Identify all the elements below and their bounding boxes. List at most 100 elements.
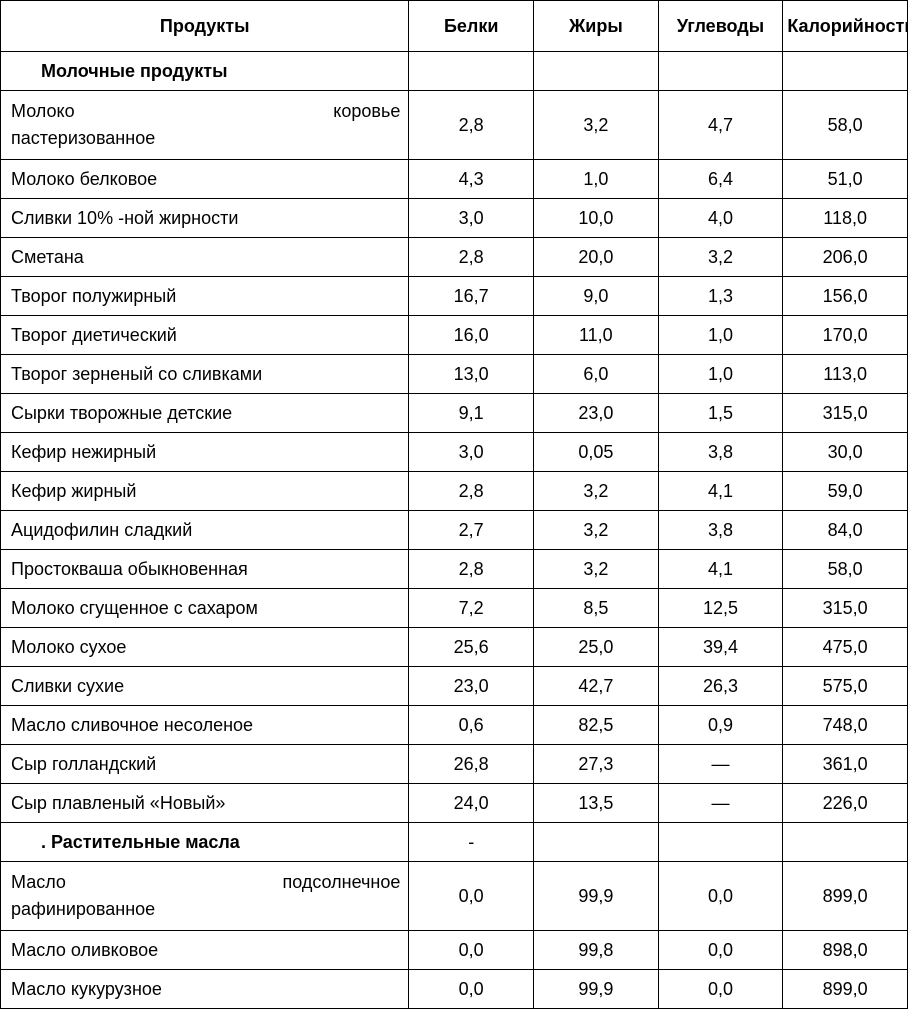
- cell-carbs: 3,2: [658, 238, 783, 277]
- product-name: Сырки творожные детские: [1, 394, 409, 433]
- product-name: Кефир нежирный: [1, 433, 409, 472]
- cell-protein: 2,7: [409, 511, 534, 550]
- cell-protein: 9,1: [409, 394, 534, 433]
- product-name: Масло подсолнечноерафинированное: [1, 862, 409, 931]
- section-title: Молочные продукты: [1, 52, 409, 91]
- cell-protein: 13,0: [409, 355, 534, 394]
- cell-protein: 3,0: [409, 433, 534, 472]
- product-name: Творог зерненый со сливками: [1, 355, 409, 394]
- product-name: Сметана: [1, 238, 409, 277]
- table-row: Сырки творожные детские9,123,01,5315,0: [1, 394, 908, 433]
- cell-protein: 24,0: [409, 784, 534, 823]
- cell-cal: 315,0: [783, 394, 908, 433]
- cell-cal: 226,0: [783, 784, 908, 823]
- cell-carbs: 26,3: [658, 667, 783, 706]
- product-name: Ацидофилин сладкий: [1, 511, 409, 550]
- table-row: Сметана2,820,03,2206,0: [1, 238, 908, 277]
- cell-cal: 51,0: [783, 160, 908, 199]
- cell-fat: 20,0: [534, 238, 659, 277]
- cell-cal: 30,0: [783, 433, 908, 472]
- table-row: Ацидофилин сладкий2,73,23,884,0: [1, 511, 908, 550]
- cell-protein: 0,0: [409, 931, 534, 970]
- table-row: Сыр голландский26,827,3—361,0: [1, 745, 908, 784]
- cell-carbs: 0,9: [658, 706, 783, 745]
- cell-cal: 58,0: [783, 91, 908, 160]
- table-body: Молочные продуктыМолоко коровьепастеризо…: [1, 52, 908, 1009]
- cell-carbs: 1,5: [658, 394, 783, 433]
- header-carbs: Углеводы: [658, 1, 783, 52]
- cell-fat: 42,7: [534, 667, 659, 706]
- product-name: Молоко белковое: [1, 160, 409, 199]
- cell-fat: 3,2: [534, 511, 659, 550]
- product-name: Кефир жирный: [1, 472, 409, 511]
- table-row: Простокваша обыкновенная2,83,24,158,0: [1, 550, 908, 589]
- cell-fat: 11,0: [534, 316, 659, 355]
- table-row: Сливки 10% -ной жирности3,010,04,0118,0: [1, 199, 908, 238]
- cell-carbs: 0,0: [658, 970, 783, 1009]
- product-name: Масло оливковое: [1, 931, 409, 970]
- section-empty: [783, 52, 908, 91]
- cell-cal: 84,0: [783, 511, 908, 550]
- product-name: Творог полужирный: [1, 277, 409, 316]
- cell-cal: 898,0: [783, 931, 908, 970]
- cell-carbs: 1,0: [658, 355, 783, 394]
- table-header-row: Продукты Белки Жиры Углеводы Калорийност…: [1, 1, 908, 52]
- table-row: Творог зерненый со сливками13,06,01,0113…: [1, 355, 908, 394]
- cell-fat: 23,0: [534, 394, 659, 433]
- section-empty: [783, 823, 908, 862]
- cell-cal: 315,0: [783, 589, 908, 628]
- table-row: Масло сливочное несоленое0,682,50,9748,0: [1, 706, 908, 745]
- nutrition-table: Продукты Белки Жиры Углеводы Калорийност…: [0, 0, 908, 1009]
- section-header-row: . Растительные масла-: [1, 823, 908, 862]
- product-name: Сыр плавленый «Новый»: [1, 784, 409, 823]
- cell-fat: 9,0: [534, 277, 659, 316]
- cell-fat: 25,0: [534, 628, 659, 667]
- table-row: Сливки сухие23,042,726,3575,0: [1, 667, 908, 706]
- table-row: Молоко сгущенное с сахаром7,28,512,5315,…: [1, 589, 908, 628]
- cell-carbs: —: [658, 784, 783, 823]
- cell-fat: 82,5: [534, 706, 659, 745]
- cell-cal: 156,0: [783, 277, 908, 316]
- product-name: Творог диетический: [1, 316, 409, 355]
- cell-fat: 27,3: [534, 745, 659, 784]
- cell-cal: 899,0: [783, 862, 908, 931]
- cell-fat: 99,9: [534, 862, 659, 931]
- section-empty: [534, 52, 659, 91]
- cell-protein: 23,0: [409, 667, 534, 706]
- product-name: Молоко сгущенное с сахаром: [1, 589, 409, 628]
- cell-protein: 2,8: [409, 91, 534, 160]
- cell-carbs: 0,0: [658, 931, 783, 970]
- cell-fat: 8,5: [534, 589, 659, 628]
- cell-fat: 0,05: [534, 433, 659, 472]
- table-row: Кефир нежирный3,00,053,830,0: [1, 433, 908, 472]
- cell-fat: 99,9: [534, 970, 659, 1009]
- section-empty: [534, 823, 659, 862]
- cell-carbs: 1,0: [658, 316, 783, 355]
- product-name: Масло кукурузное: [1, 970, 409, 1009]
- table-row: Кефир жирный2,83,24,159,0: [1, 472, 908, 511]
- cell-fat: 10,0: [534, 199, 659, 238]
- cell-cal: 170,0: [783, 316, 908, 355]
- table-row: Молоко белковое4,31,06,451,0: [1, 160, 908, 199]
- table-row: Молоко коровьепастеризованное2,83,24,758…: [1, 91, 908, 160]
- cell-carbs: 1,3: [658, 277, 783, 316]
- cell-protein: 25,6: [409, 628, 534, 667]
- cell-protein: 16,0: [409, 316, 534, 355]
- cell-cal: 59,0: [783, 472, 908, 511]
- cell-protein: 0,6: [409, 706, 534, 745]
- cell-carbs: —: [658, 745, 783, 784]
- cell-carbs: 12,5: [658, 589, 783, 628]
- cell-carbs: 6,4: [658, 160, 783, 199]
- cell-carbs: 4,1: [658, 472, 783, 511]
- header-protein: Белки: [409, 1, 534, 52]
- cell-fat: 6,0: [534, 355, 659, 394]
- table-row: Масло оливковое0,099,80,0898,0: [1, 931, 908, 970]
- product-name: Простокваша обыкновенная: [1, 550, 409, 589]
- cell-protein: 26,8: [409, 745, 534, 784]
- table-row: Молоко сухое25,625,039,4475,0: [1, 628, 908, 667]
- product-name: Сыр голландский: [1, 745, 409, 784]
- cell-fat: 1,0: [534, 160, 659, 199]
- table-row: Масло кукурузное0,099,90,0899,0: [1, 970, 908, 1009]
- table-row: Сыр плавленый «Новый»24,013,5—226,0: [1, 784, 908, 823]
- section-empty: [658, 823, 783, 862]
